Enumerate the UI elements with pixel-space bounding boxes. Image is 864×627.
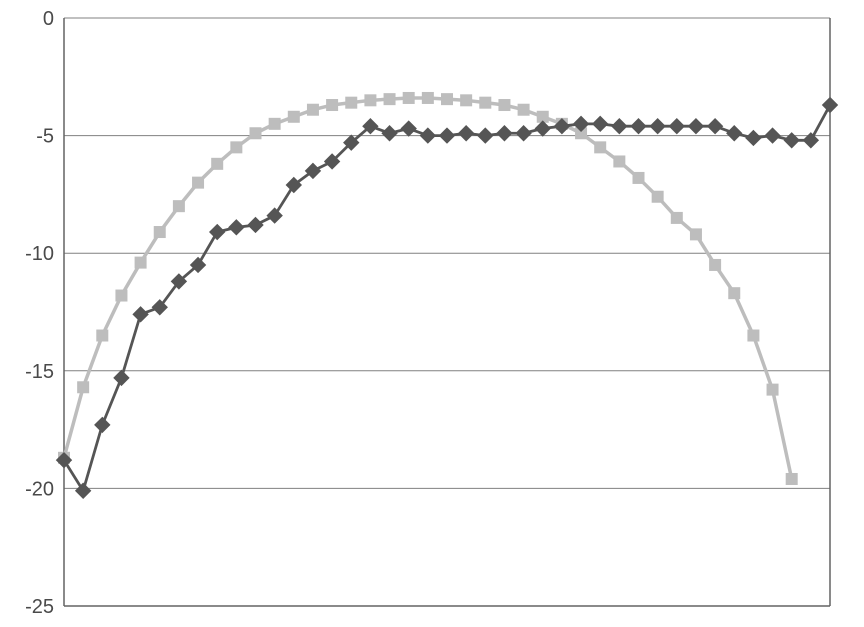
marker-diamond <box>133 307 148 322</box>
marker-diamond <box>478 128 493 143</box>
marker-square <box>480 97 491 108</box>
marker-diamond <box>688 119 703 134</box>
marker-diamond <box>229 220 244 235</box>
marker-square <box>269 118 280 129</box>
marker-diamond <box>497 126 512 141</box>
marker-square <box>748 330 759 341</box>
marker-diamond <box>382 126 397 141</box>
marker-square <box>307 104 318 115</box>
marker-diamond <box>784 133 799 148</box>
marker-square <box>97 330 108 341</box>
marker-diamond <box>516 126 531 141</box>
marker-diamond <box>593 116 608 131</box>
marker-diamond <box>612 119 627 134</box>
marker-square <box>288 111 299 122</box>
marker-square <box>442 94 453 105</box>
marker-diamond <box>76 483 91 498</box>
marker-square <box>422 92 433 103</box>
marker-square <box>365 95 376 106</box>
marker-diamond <box>631 119 646 134</box>
marker-diamond <box>746 130 761 145</box>
marker-square <box>614 156 625 167</box>
marker-square <box>78 382 89 393</box>
marker-square <box>690 229 701 240</box>
marker-diamond <box>535 121 550 136</box>
marker-square <box>346 97 357 108</box>
marker-square <box>461 95 472 106</box>
marker-diamond <box>459 126 474 141</box>
marker-square <box>250 128 261 139</box>
marker-diamond <box>803 133 818 148</box>
marker-square <box>518 104 529 115</box>
ytick-label: 0 <box>43 8 54 30</box>
marker-diamond <box>95 417 110 432</box>
marker-square <box>633 172 644 183</box>
marker-diamond <box>765 128 780 143</box>
marker-diamond <box>823 98 838 113</box>
marker-diamond <box>727 126 742 141</box>
marker-square <box>595 142 606 153</box>
marker-square <box>327 100 338 111</box>
marker-diamond <box>650 119 665 134</box>
marker-square <box>231 142 242 153</box>
marker-diamond <box>210 225 225 240</box>
marker-square <box>767 384 778 395</box>
marker-square <box>710 259 721 270</box>
marker-diamond <box>420 128 435 143</box>
marker-diamond <box>267 208 282 223</box>
series-diamonds-line <box>64 105 830 491</box>
marker-diamond <box>114 370 129 385</box>
marker-diamond <box>669 119 684 134</box>
marker-square <box>786 473 797 484</box>
marker-square <box>671 212 682 223</box>
marker-square <box>403 92 414 103</box>
ytick-label: -20 <box>25 478 54 500</box>
marker-square <box>193 177 204 188</box>
marker-square <box>212 158 223 169</box>
marker-square <box>135 257 146 268</box>
ytick-label: -25 <box>25 596 54 618</box>
ytick-label: -15 <box>25 361 54 383</box>
marker-square <box>652 191 663 202</box>
ytick-label: -5 <box>36 126 54 148</box>
marker-square <box>499 100 510 111</box>
chart-container: { "chart": { "type": "line", "background… <box>0 0 864 627</box>
line-chart: 0 -5 -10 -15 -20 -25 <box>0 0 864 627</box>
marker-square <box>116 290 127 301</box>
marker-square <box>384 94 395 105</box>
marker-square <box>729 288 740 299</box>
marker-diamond <box>708 119 723 134</box>
ytick-label: -10 <box>25 243 54 265</box>
marker-diamond <box>440 128 455 143</box>
marker-square <box>173 201 184 212</box>
marker-diamond <box>401 121 416 136</box>
marker-square <box>154 227 165 238</box>
marker-diamond <box>248 217 263 232</box>
